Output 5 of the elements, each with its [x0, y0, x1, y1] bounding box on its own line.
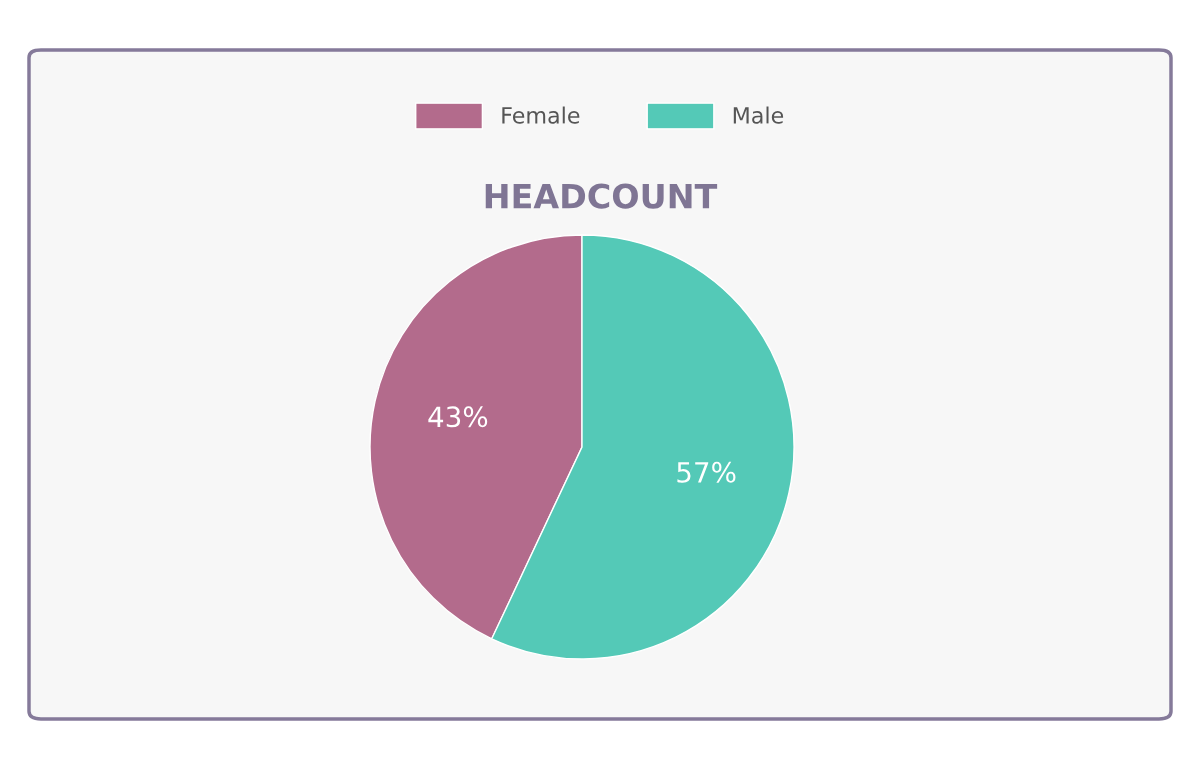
- legend-label: Male: [733, 106, 784, 124]
- text: HEADCOUNT: [485, 183, 718, 209]
- data-label: 43%: [428, 406, 488, 428]
- legend-label: Female: [502, 106, 580, 124]
- data-label: 57%: [677, 461, 736, 483]
